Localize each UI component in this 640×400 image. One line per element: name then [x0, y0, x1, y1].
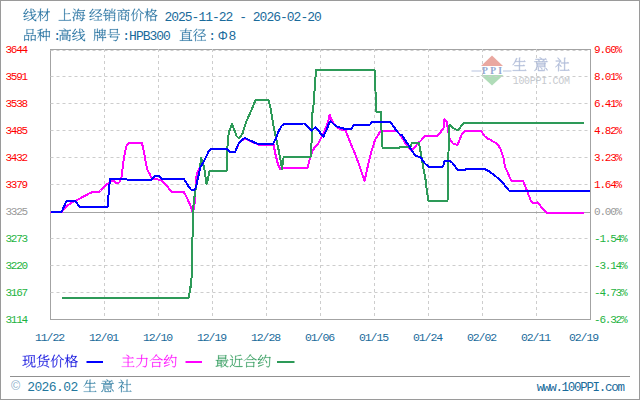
svg-text:PPI: PPI [482, 66, 502, 76]
